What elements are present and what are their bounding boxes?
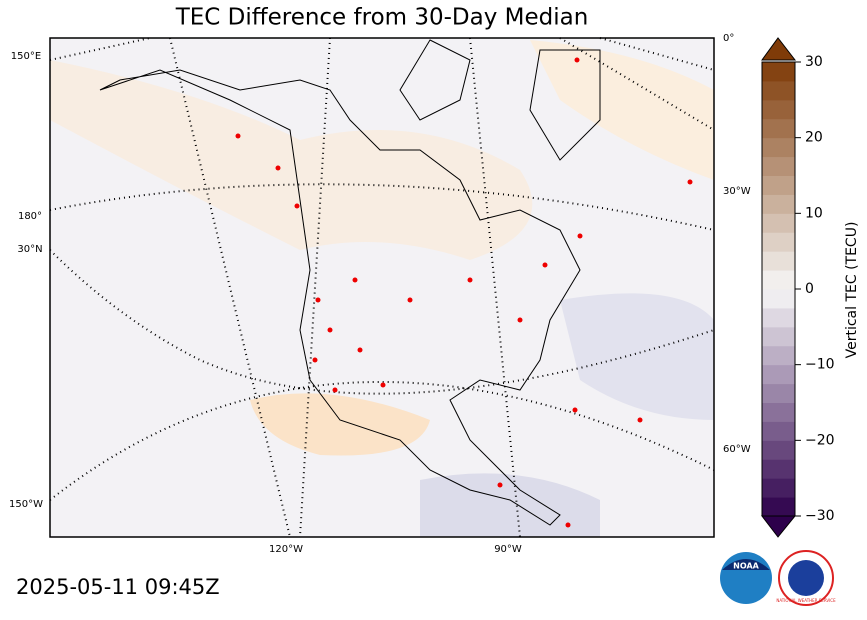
map-frame <box>49 37 715 538</box>
colorbar-band <box>762 80 795 101</box>
graticule-label: 180° <box>18 211 42 222</box>
graticule-label: 150°E <box>11 51 41 62</box>
negative-anomaly <box>420 473 600 537</box>
positive-anomaly <box>50 60 533 260</box>
graticule-label: 0° <box>723 33 734 44</box>
graticule-label: 90°W <box>494 544 522 555</box>
colorbar-band <box>762 459 795 479</box>
graticule <box>49 37 715 538</box>
coastline <box>99 69 581 526</box>
colorbar-band <box>762 232 795 252</box>
noaa-logo: NOAA <box>720 552 772 604</box>
colorbar-band <box>762 364 795 385</box>
colorbar-band <box>762 99 795 120</box>
nws-logo: NATIONAL WEATHER SERVICE <box>776 550 836 606</box>
noaa-top <box>722 559 770 570</box>
graticule-label: 120°W <box>269 544 303 555</box>
negative-anomaly <box>560 293 714 420</box>
colorbar-tick-label: 10 <box>805 205 823 221</box>
colorbar-band <box>762 478 795 498</box>
colorbar-band <box>762 440 795 460</box>
colorbar-band <box>762 118 795 139</box>
positive-anomaly <box>250 393 430 456</box>
colorbar-tick-label: −30 <box>805 508 835 524</box>
colorbar-band <box>762 289 795 309</box>
map <box>49 37 715 538</box>
colorbar-extend-max <box>761 37 797 61</box>
colorbar-band <box>762 421 795 441</box>
colorbar-band <box>762 175 795 195</box>
graticule-label: 30°W <box>723 186 751 197</box>
colorbar-band <box>762 383 795 403</box>
colorbar-extend-min <box>760 515 797 538</box>
colorbar-band <box>762 194 795 214</box>
nws-text: NATIONAL WEATHER SERVICE <box>776 598 836 603</box>
colorbar-band <box>762 402 795 422</box>
colorbar-band <box>762 345 795 366</box>
colorbar-band <box>762 137 795 158</box>
colorbar-band <box>762 326 795 347</box>
positive-anomaly <box>530 40 714 180</box>
noaa-text: NOAA <box>733 562 759 571</box>
colorbar-band <box>762 156 795 176</box>
title: TEC Difference from 30-Day Median <box>175 5 589 31</box>
colorbar-tick-label: 30 <box>805 54 823 70</box>
stations <box>235 57 693 528</box>
colorbar-tick-label: −20 <box>805 432 835 448</box>
colorbar: 30 20 10 0 −10 −20 −30 <box>760 37 835 538</box>
colorbar-band <box>762 251 795 271</box>
colorbar-tick-label: 0 <box>805 281 814 297</box>
graticule-label: 30°N <box>17 244 42 255</box>
graticule-label: 60°W <box>723 444 751 455</box>
colorbar-label: Vertical TEC (TECU) <box>844 222 860 359</box>
colorbar-band <box>762 497 795 517</box>
graticule-labels: 150°E 180° 30°N 150°W 120°W 90°W 0° 30°W 60°W <box>9 33 751 555</box>
colorbar-band <box>762 307 795 328</box>
colorbar-band <box>762 62 795 82</box>
colorbar-tick-label: −10 <box>805 357 835 373</box>
colorbar-band <box>762 213 795 233</box>
colorbar-tick-label: 20 <box>805 130 823 146</box>
colorbar-band <box>762 270 795 290</box>
nws-inner <box>788 560 824 596</box>
timestamp: 2025-05-11 09:45Z <box>16 575 220 599</box>
coastline <box>399 39 601 161</box>
graticule-label: 150°W <box>9 499 43 510</box>
